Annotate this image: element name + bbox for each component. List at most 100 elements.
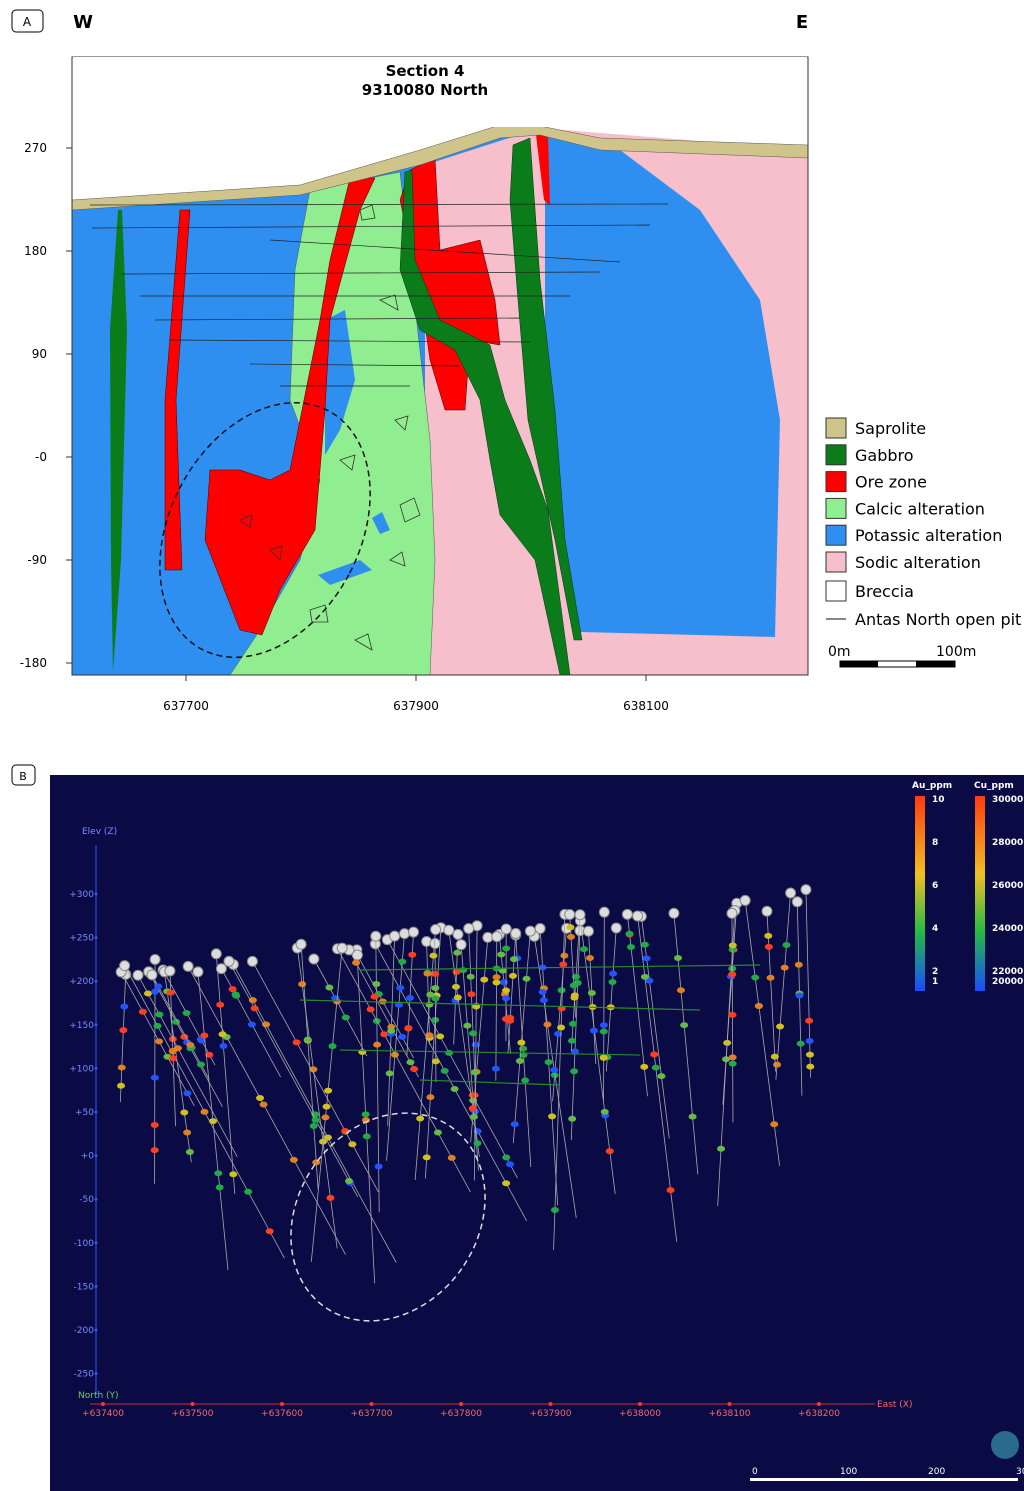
assay <box>266 1228 274 1234</box>
x-tick <box>280 1402 284 1406</box>
assay <box>586 955 594 961</box>
assay <box>183 1129 191 1135</box>
z-tick-label: +250 <box>69 934 94 944</box>
legend-swatch <box>826 552 846 572</box>
collar <box>633 911 643 921</box>
east: E <box>796 12 808 33</box>
collar <box>409 927 419 937</box>
assay <box>771 1054 779 1060</box>
scale-label: 300 <box>1016 1467 1024 1477</box>
assay <box>776 1023 784 1029</box>
assay <box>517 1040 525 1046</box>
assay <box>329 1043 337 1049</box>
assay <box>566 924 574 930</box>
assay <box>216 1184 224 1190</box>
z-tick <box>95 980 98 983</box>
legend-swatch <box>826 445 846 465</box>
collar <box>453 929 463 939</box>
assay <box>169 1036 177 1042</box>
assay <box>398 1034 406 1040</box>
legend-label: Gabbro <box>855 446 914 465</box>
figure: A W E Section 4 9310080 North SaproliteG… <box>0 0 1024 1491</box>
west: W <box>73 12 93 33</box>
assay <box>209 1118 217 1124</box>
assay <box>500 979 508 985</box>
assay <box>214 1170 222 1176</box>
assay <box>119 1027 127 1033</box>
assay <box>767 975 775 981</box>
assay <box>570 995 578 1001</box>
assay <box>781 965 789 971</box>
assay <box>423 1154 431 1160</box>
assay <box>341 1128 349 1134</box>
collar <box>133 970 143 980</box>
assay <box>367 1006 375 1012</box>
x-tick-label: 638100 <box>623 699 669 713</box>
assay <box>600 1029 608 1035</box>
collar <box>727 908 737 918</box>
x-tick-label: +637400 <box>82 1409 124 1419</box>
assay <box>375 1163 383 1169</box>
assay <box>441 1068 449 1074</box>
compass <box>991 1431 1019 1459</box>
assay <box>502 1180 510 1186</box>
assay <box>391 1052 399 1058</box>
assay <box>782 942 790 948</box>
assay <box>677 987 685 993</box>
assay <box>186 1042 194 1048</box>
assay <box>323 1104 331 1110</box>
assay <box>290 1157 298 1163</box>
z-tick <box>95 893 98 896</box>
assay <box>298 981 306 987</box>
collar <box>296 939 306 949</box>
legend-label: Antas North open pit <box>855 610 1021 629</box>
assay <box>600 1022 608 1028</box>
assay <box>373 1042 381 1048</box>
colorbar-label: 8 <box>932 838 938 848</box>
assay <box>167 990 175 996</box>
assay <box>467 991 475 997</box>
assay <box>362 1111 370 1117</box>
assay <box>796 992 804 998</box>
z-tick <box>95 1111 98 1114</box>
assay <box>229 986 237 992</box>
x-tick-label: +637500 <box>172 1409 214 1419</box>
legend-label: Breccia <box>855 582 914 601</box>
scale-label: 0 <box>752 1467 758 1477</box>
assay <box>310 1123 318 1129</box>
x-tick <box>370 1402 374 1406</box>
assay <box>304 1037 312 1043</box>
colorbar-label: 22000 <box>992 967 1023 977</box>
legend-swatch <box>826 498 846 518</box>
assay <box>448 1155 456 1161</box>
colorbar-label: 2 <box>932 967 938 977</box>
assay <box>200 1033 208 1039</box>
assay <box>155 1011 163 1017</box>
collar <box>740 895 750 905</box>
assay <box>806 1064 814 1070</box>
assay <box>545 1059 553 1065</box>
y-tick-label: 180 <box>24 244 47 258</box>
assay <box>729 1054 737 1060</box>
collar <box>622 909 632 919</box>
assay <box>667 1187 675 1193</box>
assay <box>805 1018 813 1024</box>
cu-colorbar <box>975 796 985 991</box>
collar <box>511 928 521 938</box>
z-tick <box>95 1198 98 1201</box>
collar <box>120 961 130 971</box>
assay <box>321 1114 329 1120</box>
x-axis-title: East (X) <box>877 1400 912 1410</box>
assay <box>218 1031 226 1037</box>
assay <box>650 1051 658 1057</box>
assay <box>543 1022 551 1028</box>
colorbar-label: 30000 <box>992 795 1023 805</box>
assay <box>406 1059 414 1065</box>
assay <box>569 1021 577 1027</box>
assay <box>601 1109 609 1115</box>
viewport <box>50 775 1024 1491</box>
scale-label: 100m <box>936 644 976 660</box>
legend-label: Calcic alteration <box>855 499 985 518</box>
assay <box>519 1046 527 1052</box>
assay <box>312 1159 320 1165</box>
